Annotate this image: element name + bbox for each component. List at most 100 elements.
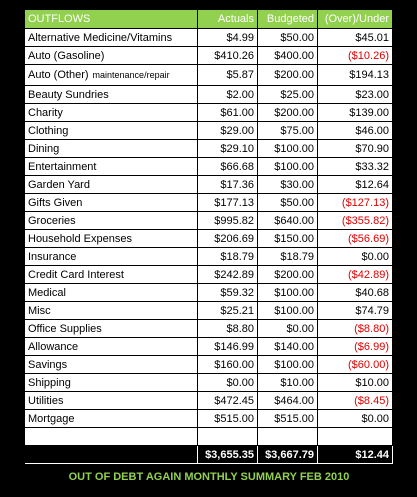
cell-text: Beauty Sundries — [28, 88, 109, 101]
difference-cell: ($10.26) — [318, 47, 393, 65]
budgeted-cell: $400.00 — [258, 47, 318, 65]
cell-text: $200.00 — [274, 268, 314, 281]
cell-text: $177.13 — [214, 196, 254, 209]
cell-text: ($355.82) — [341, 214, 389, 227]
actual-cell: $177.13 — [198, 194, 258, 212]
cell-text: $45.01 — [355, 31, 389, 44]
cell-text: Actuals — [217, 13, 254, 25]
cell-text: $50.00 — [280, 31, 314, 44]
cell-text: Credit Card Interest — [28, 268, 124, 281]
cell-text: Garden Yard — [28, 178, 90, 191]
row-label: Auto (Gasoline) — [25, 47, 198, 65]
row-label: Shipping — [25, 374, 198, 392]
difference-cell: $33.32 — [318, 158, 393, 176]
total-difference: $12.44 — [318, 446, 393, 464]
cell-text: $472.45 — [214, 394, 254, 407]
cell-text: $4.99 — [226, 31, 254, 44]
cell-text: $66.68 — [220, 160, 254, 173]
actual-cell: $29.10 — [198, 140, 258, 158]
actual-cell: $4.99 — [198, 29, 258, 47]
total-actual: $3,655.35 — [198, 446, 258, 464]
row-label: Gifts Given — [25, 194, 198, 212]
row-label: Misc — [25, 302, 198, 320]
difference-cell: $46.00 — [318, 122, 393, 140]
cell-text: Savings — [28, 358, 68, 371]
budgeted-cell: $18.79 — [258, 248, 318, 266]
row-label: Auto (Other) maintenance/repair — [25, 65, 198, 86]
actual-cell: $18.79 — [198, 248, 258, 266]
cell-text: $0.00 — [226, 376, 254, 389]
difference-cell: ($42.89) — [318, 266, 393, 284]
cell-text: $33.32 — [355, 160, 389, 173]
cell-text: $160.00 — [214, 358, 254, 371]
budgeted-cell: $30.00 — [258, 176, 318, 194]
cell-text: $515.00 — [274, 412, 314, 425]
actual-cell: $29.00 — [198, 122, 258, 140]
empty-cell — [258, 428, 318, 446]
cell-text: $206.69 — [214, 232, 254, 245]
difference-cell: $10.00 — [318, 374, 393, 392]
cell-text: ($56.69) — [348, 232, 389, 245]
actual-cell: $59.32 — [198, 284, 258, 302]
cell-text: $515.00 — [214, 412, 254, 425]
difference-cell: $0.00 — [318, 248, 393, 266]
empty-cell — [318, 428, 393, 446]
difference-cell: $139.00 — [318, 104, 393, 122]
actual-cell: $8.80 — [198, 320, 258, 338]
actual-cell: $61.00 — [198, 104, 258, 122]
difference-cell: ($6.99) — [318, 338, 393, 356]
budgeted-cell: $75.00 — [258, 122, 318, 140]
cell-text: $29.00 — [220, 124, 254, 137]
cell-text: Dining — [28, 142, 60, 155]
row-label: Beauty Sundries — [25, 86, 198, 104]
cell-text: Budgeted — [266, 13, 314, 25]
row-label: Allowance — [25, 338, 198, 356]
actual-cell: $146.99 — [198, 338, 258, 356]
cell-text: $100.00 — [274, 142, 314, 155]
budgeted-cell: $100.00 — [258, 356, 318, 374]
cell-text: Gifts Given — [28, 196, 83, 209]
cell-text: $100.00 — [274, 304, 314, 317]
actual-cell: $5.87 — [198, 65, 258, 86]
cell-text: $25.21 — [220, 304, 254, 317]
cell-text: $40.68 — [355, 286, 389, 299]
budgeted-cell: $0.00 — [258, 320, 318, 338]
cell-text: Charity — [28, 106, 63, 119]
budgeted-cell: $100.00 — [258, 302, 318, 320]
cell-text: Office Supplies — [28, 322, 102, 335]
difference-cell: ($56.69) — [318, 230, 393, 248]
budgeted-cell: $150.00 — [258, 230, 318, 248]
row-sublabel: maintenance/repair — [92, 70, 170, 80]
header-cell: (Over)/Under — [318, 10, 393, 29]
cell-text: Utilities — [28, 394, 64, 407]
cell-text: $400.00 — [274, 49, 314, 62]
cell-text: $100.00 — [274, 358, 314, 371]
actual-cell: $17.36 — [198, 176, 258, 194]
budgeted-cell: $200.00 — [258, 65, 318, 86]
difference-cell: $12.64 — [318, 176, 393, 194]
budgeted-cell: $100.00 — [258, 158, 318, 176]
cell-text: $30.00 — [280, 178, 314, 191]
budgeted-cell: $50.00 — [258, 29, 318, 47]
difference-cell: $23.00 — [318, 86, 393, 104]
total-label-cell — [25, 446, 198, 464]
cell-text: $18.79 — [280, 250, 314, 263]
cell-text: $200.00 — [274, 69, 314, 81]
difference-cell: $45.01 — [318, 29, 393, 47]
budgeted-cell: $200.00 — [258, 266, 318, 284]
cell-text: $464.00 — [274, 394, 314, 407]
cell-text: $100.00 — [274, 286, 314, 299]
difference-cell: ($8.80) — [318, 320, 393, 338]
cell-text: ($42.89) — [348, 268, 389, 281]
cell-text: $12.64 — [355, 178, 389, 191]
cell-text: $17.36 — [220, 178, 254, 191]
cell-text: ($6.99) — [354, 340, 389, 353]
cell-text: $70.90 — [355, 142, 389, 155]
cell-text: $150.00 — [274, 232, 314, 245]
actual-cell: $25.21 — [198, 302, 258, 320]
cell-text: $75.00 — [280, 124, 314, 137]
cell-text: Auto (Gasoline) — [28, 49, 105, 62]
row-label: Garden Yard — [25, 176, 198, 194]
cell-text: ($60.00) — [348, 358, 389, 371]
header-cell: OUTFLOWS — [25, 10, 198, 29]
